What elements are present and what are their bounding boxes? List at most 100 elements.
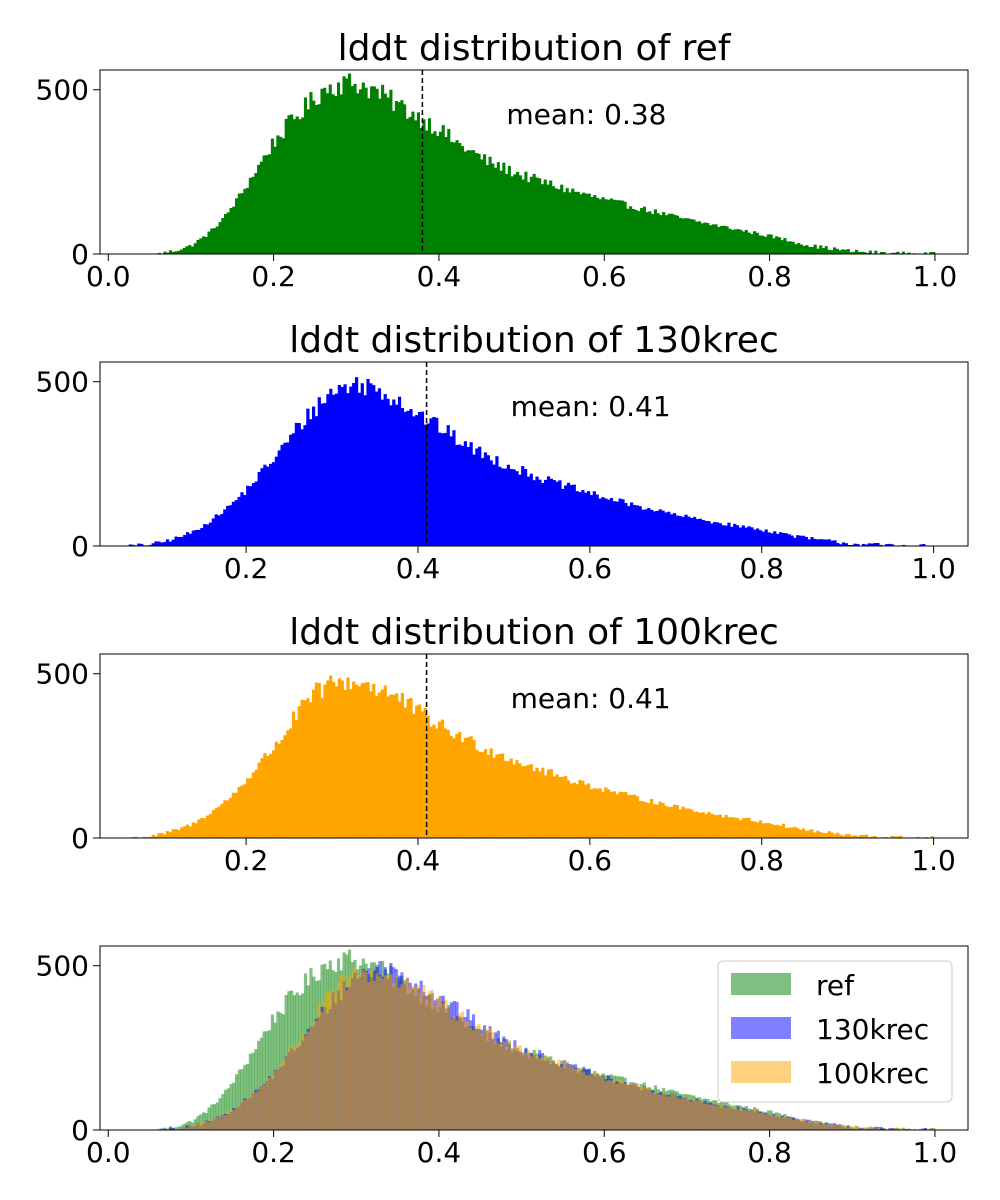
histogram-bar: [618, 200, 622, 254]
histogram-bar: [634, 209, 638, 254]
histogram-bar: [821, 1122, 826, 1130]
histogram-bar: [386, 398, 390, 546]
histogram-bar: [626, 1083, 630, 1130]
histogram-bar: [741, 818, 745, 838]
histogram-bar: [246, 1098, 250, 1130]
histogram-bar: [700, 223, 704, 254]
histogram-bar: [922, 543, 926, 546]
histogram-bar: [148, 544, 152, 546]
histogram-bar: [627, 795, 631, 838]
histogram-bar: [728, 228, 732, 254]
histogram-bar: [411, 111, 415, 254]
histogram-bar: [254, 173, 258, 254]
histogram-bar: [776, 533, 780, 546]
histogram-bar: [154, 541, 158, 546]
histogram-bar: [804, 830, 808, 838]
histogram-bar: [527, 1050, 531, 1130]
histogram-bar: [314, 416, 319, 546]
histogram-bar: [400, 693, 405, 838]
histogram-bar: [593, 1071, 597, 1130]
histogram-bar: [215, 1116, 219, 1130]
histogram-bar: [850, 544, 854, 546]
histogram-bar: [458, 1013, 462, 1130]
histogram-bar: [727, 817, 731, 838]
histogram-bar: [266, 755, 270, 838]
histogram-bar: [573, 191, 578, 254]
histogram-bar: [566, 780, 571, 838]
histogram-bar: [360, 383, 364, 546]
histogram-bar: [678, 217, 682, 254]
histogram-bar: [336, 82, 341, 254]
histogram-bar: [185, 246, 189, 254]
histogram-bar: [370, 86, 374, 254]
histogram-bar: [753, 821, 757, 838]
histogram-bar: [294, 422, 299, 546]
histogram-bar: [397, 102, 401, 255]
histogram-bar: [397, 701, 402, 838]
histogram-bar: [595, 788, 599, 838]
histogram-bar: [131, 836, 135, 838]
x-tick-label: 0.6: [568, 552, 613, 585]
histogram-bar: [855, 249, 859, 254]
histogram-bar: [744, 229, 748, 254]
histogram-bar: [844, 543, 849, 546]
histogram-bar: [446, 729, 450, 838]
histogram-bar: [653, 1093, 657, 1130]
histogram-bar: [346, 393, 350, 546]
histogram-bar: [841, 835, 846, 838]
histogram-bar: [438, 432, 442, 546]
histogram-bar: [325, 93, 330, 254]
histogram-bar: [188, 245, 192, 254]
histogram-bar: [483, 1029, 487, 1130]
histogram-bar: [218, 1098, 222, 1130]
histogram-bar: [436, 997, 440, 1130]
histogram-bar: [532, 771, 536, 838]
legend-swatch: [731, 1017, 791, 1039]
histogram-bar: [452, 738, 456, 838]
histogram-bar: [350, 86, 354, 255]
histogram-bar: [340, 386, 344, 546]
histogram-bar: [640, 208, 644, 254]
histogram-bar: [309, 419, 313, 546]
histogram-bar: [220, 803, 224, 838]
histogram-bar: [635, 796, 639, 838]
histogram-bar: [352, 681, 356, 838]
histogram-bar: [323, 87, 327, 254]
histogram-bar: [866, 1126, 870, 1130]
histogram-bar: [291, 711, 296, 838]
histogram-bar: [658, 801, 662, 838]
histogram-bar: [193, 243, 197, 254]
histogram-bar: [569, 485, 574, 546]
histogram-bar: [441, 1003, 445, 1130]
histogram-bar: [367, 981, 371, 1130]
histogram-bar: [363, 682, 367, 838]
histogram-bar: [499, 1044, 503, 1130]
histogram-bar: [328, 84, 332, 254]
x-tick-label: 0.6: [582, 260, 627, 293]
histogram-bar: [807, 539, 811, 546]
histogram-bar: [711, 1104, 715, 1130]
histogram-bar: [306, 109, 310, 254]
histogram-bar: [853, 543, 857, 546]
histogram-bar: [163, 1128, 167, 1130]
histogram-bar: [543, 1056, 547, 1130]
histogram-bar: [747, 232, 751, 254]
histogram-bar: [862, 834, 866, 838]
histogram-bar: [436, 136, 440, 254]
histogram-bar: [294, 720, 299, 838]
histogram-bar: [690, 809, 694, 838]
histogram-bar: [226, 212, 230, 254]
panel-title: lddt distribution of ref: [338, 28, 732, 69]
histogram-bar: [309, 702, 313, 838]
histogram-bar: [727, 522, 731, 546]
histogram-bar: [174, 829, 178, 838]
histogram-bar: [182, 247, 186, 254]
histogram-bar: [877, 1128, 881, 1130]
histogram-bar: [596, 197, 600, 254]
histogram-bar: [612, 791, 616, 838]
histogram-bar: [403, 981, 407, 1130]
histogram-bar: [756, 528, 760, 546]
histogram-bar: [449, 436, 453, 546]
histogram-bar: [503, 468, 508, 546]
histogram-bar: [629, 502, 634, 546]
